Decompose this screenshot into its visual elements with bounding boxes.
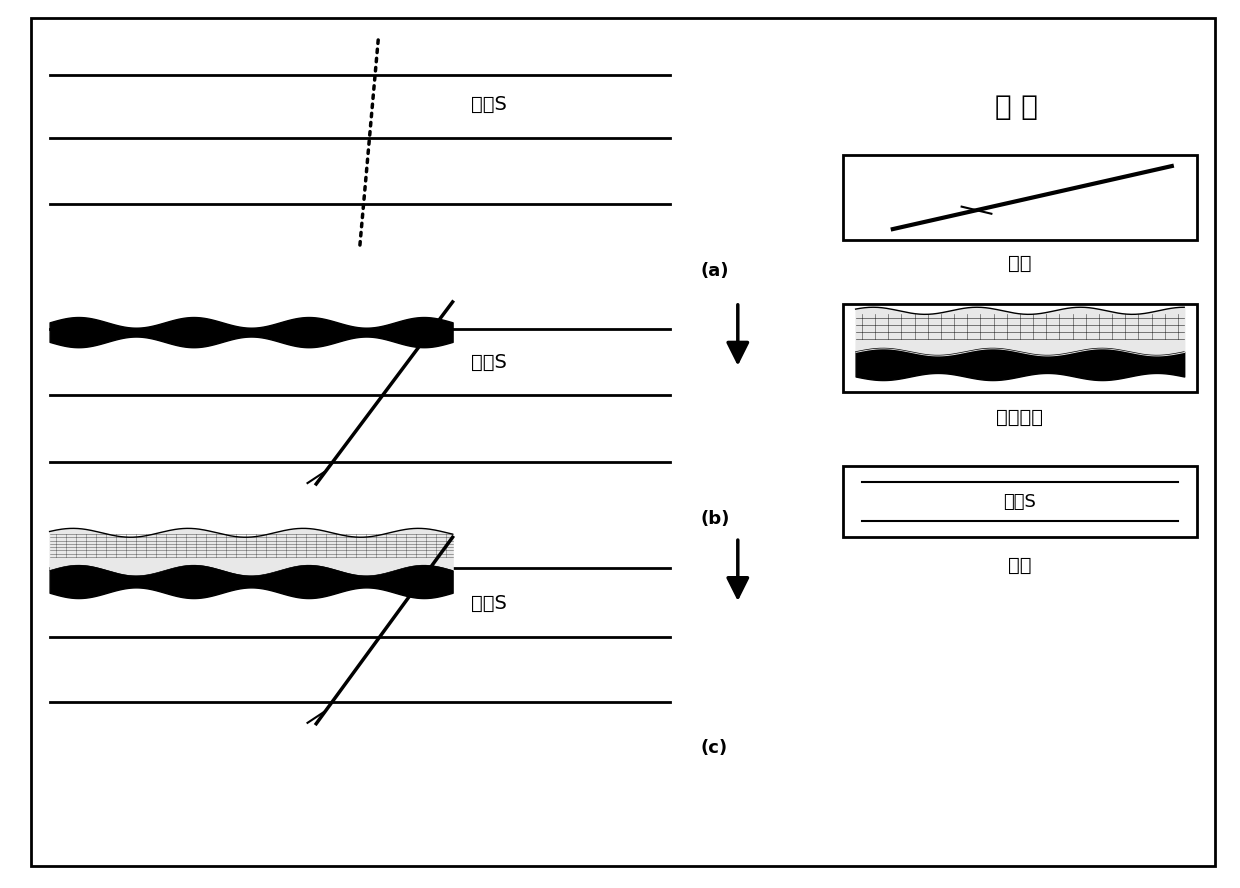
- Text: (c): (c): [701, 739, 728, 757]
- Text: (a): (a): [701, 262, 729, 280]
- Text: 地层S: 地层S: [471, 353, 507, 372]
- Bar: [843, 155, 1197, 240]
- Bar: [843, 304, 1197, 392]
- Bar: [843, 466, 1197, 537]
- Text: 地层S: 地层S: [471, 95, 507, 115]
- Text: 地层S: 地层S: [1003, 493, 1037, 511]
- Text: 图 例: 图 例: [996, 92, 1038, 121]
- Text: 断层: 断层: [1008, 254, 1030, 274]
- Text: 地层: 地层: [1008, 556, 1030, 575]
- Text: (b): (b): [701, 511, 730, 528]
- Text: 地层S: 地层S: [471, 593, 507, 613]
- Text: 新沉积物: 新沉积物: [996, 408, 1043, 427]
